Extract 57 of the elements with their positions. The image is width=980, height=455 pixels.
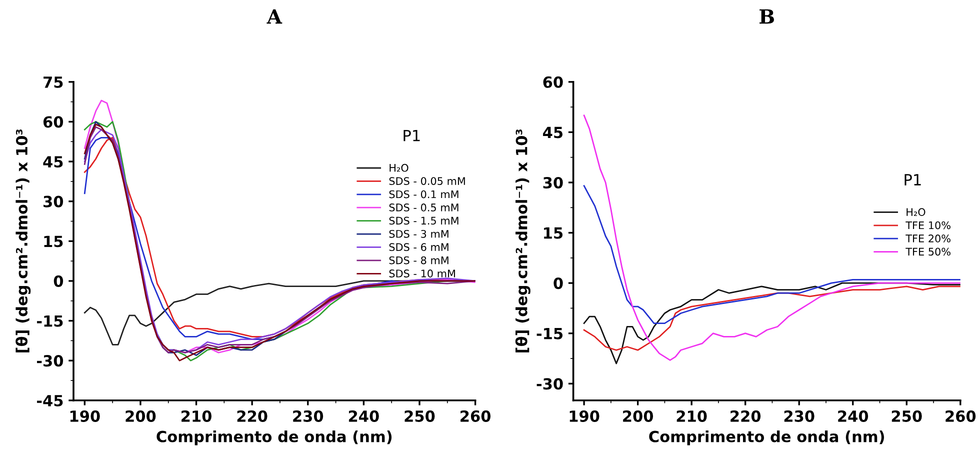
line-series — [583, 114, 960, 361]
y-axis-title: [θ] (deg.cm².dmol⁻¹) x 10³ — [16, 129, 31, 352]
x-axis-title: Comprimento de onda (nm) — [649, 430, 884, 446]
line-series — [583, 286, 960, 351]
legend-label: SDS - 10 mM — [389, 270, 455, 278]
x-tick-label: 220 — [237, 410, 268, 422]
y-tick-label: -30 — [37, 355, 64, 367]
legend-label: TFE 20% — [906, 234, 950, 242]
x-tick-label: 260 — [946, 410, 976, 422]
x-tick-label: 250 — [892, 410, 922, 422]
chart-title: B — [760, 9, 774, 24]
y-tick-label: 30 — [543, 176, 563, 188]
legend-label: SDS - 0.05 mM — [389, 177, 465, 185]
y-tick-label: -45 — [37, 395, 63, 406]
x-tick-label: 240 — [348, 410, 379, 422]
y-tick-label: -30 — [536, 378, 563, 390]
y-tick-label: 0 — [54, 275, 64, 287]
legend-label: SDS - 0.5 mM — [389, 204, 458, 212]
legend-title: P1 — [904, 174, 921, 186]
x-tick-label: 220 — [730, 410, 761, 422]
x-tick-label: 230 — [784, 410, 814, 422]
legend-label: SDS - 1.5 mM — [389, 216, 458, 225]
legend-title: P1 — [404, 130, 420, 142]
y-tick-label: 15 — [544, 227, 563, 239]
y-tick-label: 60 — [543, 76, 563, 88]
x-tick-label: 210 — [676, 410, 707, 422]
line-series — [583, 282, 960, 364]
legend-label: TFE 50% — [906, 248, 950, 256]
x-tick-label: 240 — [838, 410, 868, 422]
legend-label: SDS - 0.1 mM — [389, 190, 458, 198]
x-tick-label: 190 — [570, 410, 600, 422]
x-tick-label: 260 — [460, 410, 491, 422]
x-tick-label: 190 — [70, 410, 100, 422]
legend-label: SDS - 3 mM — [389, 230, 448, 238]
y-axis-title: [θ] (deg.cm².dmol⁻¹) x 10³ — [515, 129, 530, 352]
y-tick-label: 30 — [44, 196, 64, 208]
x-tick-label: 210 — [182, 410, 212, 422]
x-axis-title: Comprimento de onda (nm) — [156, 430, 392, 446]
chart-title: A — [266, 9, 282, 24]
legend-label: H₂O — [390, 164, 408, 172]
y-tick-label: 75 — [44, 76, 63, 88]
x-tick-label: 230 — [293, 410, 324, 422]
y-tick-label: 60 — [43, 116, 64, 128]
y-tick-label: 0 — [554, 278, 563, 290]
legend-label: SDS - 6 mM — [389, 243, 448, 252]
line-series — [583, 185, 960, 324]
x-tick-label: 200 — [126, 410, 156, 422]
legend-label: H₂O — [906, 208, 926, 216]
y-tick-label: 15 — [44, 236, 63, 248]
legend-label: SDS - 8 mM — [389, 256, 448, 264]
x-tick-label: 200 — [623, 410, 654, 422]
y-tick-label: -15 — [536, 328, 563, 340]
legend-label: TFE 10% — [906, 221, 950, 230]
x-tick-label: 250 — [404, 410, 435, 422]
y-tick-label: 45 — [543, 126, 563, 138]
y-tick-label: -15 — [37, 315, 63, 327]
y-tick-label: 45 — [43, 156, 63, 168]
